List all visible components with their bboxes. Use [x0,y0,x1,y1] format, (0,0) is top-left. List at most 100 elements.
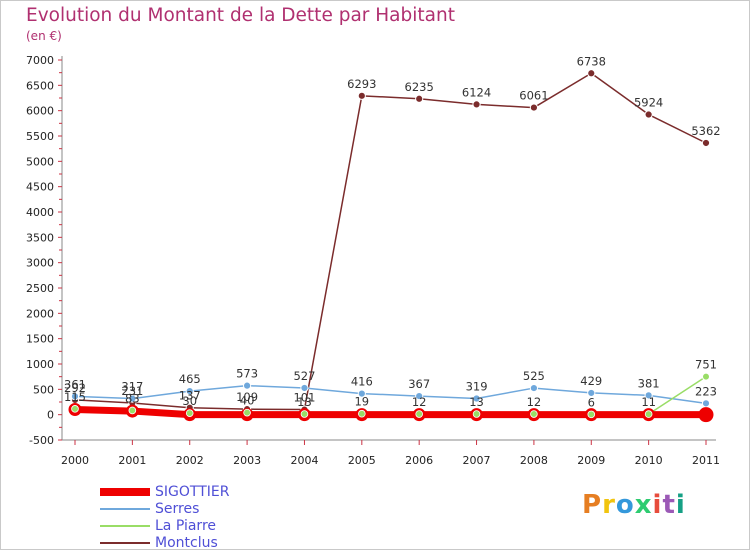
y-tick-label: 6000 [26,105,54,118]
data-label: 527 [293,369,315,383]
logo-letter: i [675,490,686,520]
data-point [530,410,538,418]
data-point [644,391,653,400]
series-line-sigottier [71,405,710,419]
chart-subtitle: (en €) [26,29,62,43]
data-label: 429 [580,374,602,388]
legend-swatch [100,487,150,496]
series-line-montclus [74,72,707,411]
data-point [71,405,79,413]
data-label: 19 [354,395,369,409]
x-tick-label: 2005 [348,454,376,467]
logo-letter: i [652,490,663,520]
y-tick-label: 6500 [26,79,54,92]
data-label: 6124 [462,85,491,99]
legend-swatch [100,507,150,510]
y-tick-label: 5500 [26,130,54,143]
data-label: 223 [695,384,717,398]
legend-swatch [100,524,150,527]
data-label: 6 [588,395,595,409]
x-tick-label: 2011 [692,454,720,467]
logo-letter: o [615,490,635,520]
data-label: 751 [695,358,717,372]
data-point [644,410,653,418]
y-tick-label: 4500 [26,181,54,194]
data-label: 381 [638,376,660,390]
logo-letter: t [662,490,676,520]
data-point [358,409,366,418]
data-point [70,392,80,401]
data-point [472,394,481,403]
legend-item: La Piarre [100,517,229,534]
data-point [587,69,596,78]
data-point [243,408,251,417]
data-label: 292 [64,381,86,395]
data-label: 109 [236,390,258,404]
data-point [415,94,424,103]
legend-swatch [100,541,150,544]
data-label: 6293 [347,77,376,91]
data-label: 319 [466,380,488,394]
data-label: 465 [179,372,201,386]
data-point [300,410,309,418]
data-point [415,391,424,401]
data-label: 361 [64,377,86,391]
y-tick-label: 1500 [26,333,54,346]
chart-title: Evolution du Montant de la Dette par Hab… [26,5,455,26]
data-point [128,406,137,415]
x-tick-label: 2008 [520,454,548,467]
data-point [128,394,137,403]
data-label: 12 [527,395,542,409]
data-point [587,388,596,398]
data-label: 573 [236,367,258,381]
y-tick-label: 4000 [26,206,54,219]
data-label: 115 [64,390,86,404]
data-label: 317 [121,380,143,394]
data-label: 83 [125,391,140,405]
data-label: 525 [523,369,545,383]
data-label: 416 [351,375,373,389]
data-label: 5924 [634,96,663,110]
data-label: 12 [412,395,427,409]
x-tick-label: 2009 [577,454,605,467]
data-label: 30 [182,394,197,408]
x-tick-label: 2006 [405,454,433,467]
logo-letter: P [582,490,603,520]
data-point [472,410,481,418]
y-tick-label: 500 [33,383,54,396]
data-label: 6235 [405,80,434,94]
y-tick-label: -500 [29,434,54,447]
data-point [242,381,252,390]
data-label: 6738 [577,54,606,68]
data-label: 6061 [519,89,548,103]
legend-item: Montclus [100,534,229,551]
x-tick-label: 2001 [118,454,146,467]
data-point [529,383,539,393]
data-point [415,410,423,418]
x-tick-label: 2000 [61,454,89,467]
data-point [587,410,596,419]
y-tick-label: 0 [47,409,54,422]
chart-legend: SIGOTTIER Serres La Piarre Montclus [100,483,229,551]
data-label: 137 [179,389,201,403]
y-tick-label: 3500 [26,231,54,244]
y-tick-label: 2500 [26,282,54,295]
x-tick-label: 2002 [176,454,204,467]
x-tick-label: 2003 [233,454,261,467]
data-point [701,399,711,408]
data-point [185,409,194,417]
x-tick-label: 2007 [463,454,491,467]
data-point [644,110,653,119]
logo-letter: x [634,490,653,520]
data-label: 5362 [691,124,720,138]
data-label: 13 [297,395,312,409]
data-label: 11 [641,395,656,409]
y-tick-label: 7000 [26,54,54,67]
y-tick-label: 1000 [26,358,54,371]
data-label: 101 [293,391,315,405]
y-tick-label: 2000 [26,307,54,320]
data-point [702,372,710,381]
data-point [185,387,194,396]
legend-label: SIGOTTIER [155,483,230,500]
